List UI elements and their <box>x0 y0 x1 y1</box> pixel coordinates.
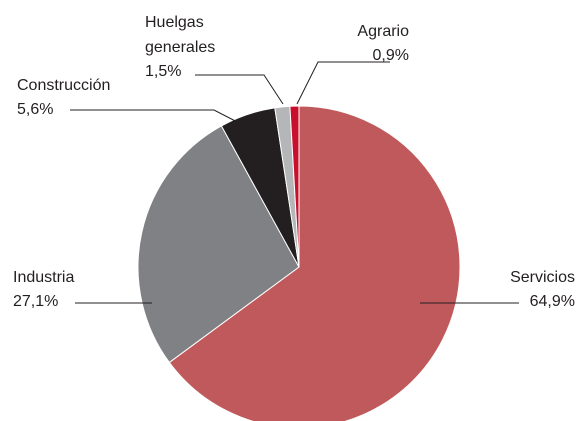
category-label: Industria <box>13 269 75 286</box>
value-label: 1,5% <box>145 63 182 80</box>
category-label: Servicios <box>510 269 575 286</box>
pie-slice <box>168 105 461 421</box>
leader-line <box>70 109 246 127</box>
value-label: 0,9% <box>372 47 409 64</box>
category-label: Construcción <box>17 77 111 94</box>
category-label: Agrario <box>357 23 409 40</box>
leader-line <box>195 74 284 105</box>
data-label: Agrario 0,9% <box>357 20 409 68</box>
value-label: 27,1% <box>13 293 59 310</box>
data-label: Construcción 5,6% <box>17 74 110 122</box>
data-label: Servicios 64,9% <box>510 266 575 314</box>
data-label: Industria 27,1% <box>13 266 74 314</box>
value-label: 64,9% <box>529 293 575 310</box>
leader-line <box>296 61 390 105</box>
pie-slice <box>137 125 300 364</box>
value-label: 5,6% <box>17 101 54 118</box>
pie-slice <box>289 105 300 268</box>
category-label: Huelgas generales <box>145 14 216 56</box>
data-label: Huelgas generales 1,5% <box>145 10 245 84</box>
